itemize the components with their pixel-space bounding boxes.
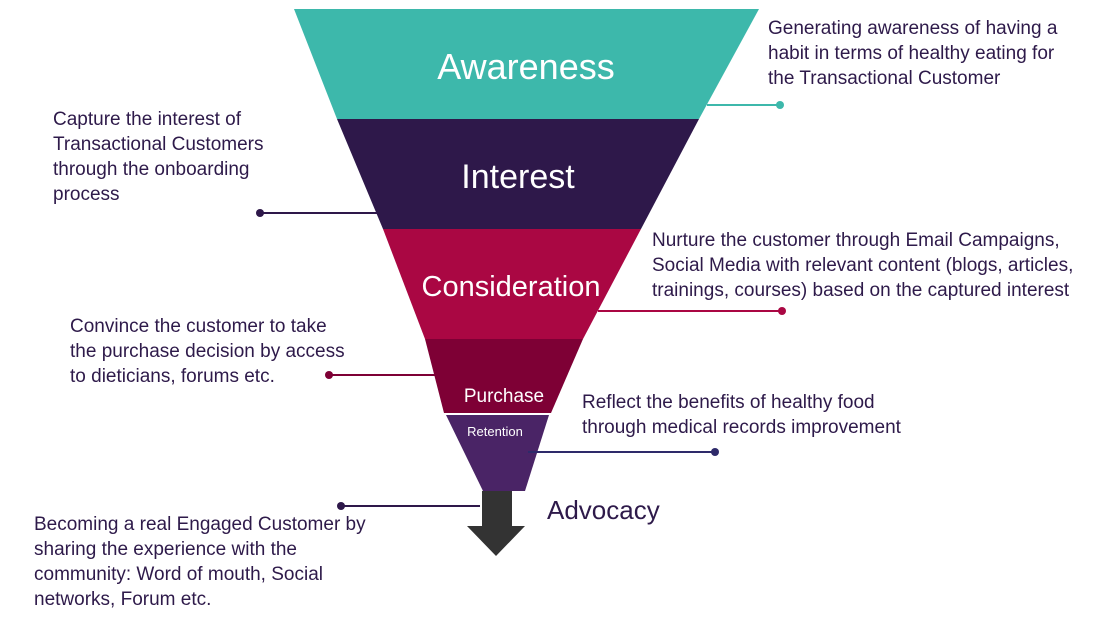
note-line: process <box>53 184 120 205</box>
note-line: Reflect the benefits of healthy food <box>582 392 875 413</box>
consideration-segment <box>383 229 641 339</box>
stage-label-purchase: Purchase <box>464 386 544 407</box>
note-advocacy: Becoming a real Engaged Customer by shar… <box>34 512 366 612</box>
note-interest: Capture the interest of Transactional Cu… <box>53 107 263 207</box>
connector-purchase <box>325 371 443 379</box>
note-line: Nurture the customer through Email Campa… <box>652 230 1060 251</box>
note-awareness: Generating awareness of having a habit i… <box>768 16 1057 91</box>
interest-segment <box>337 119 699 229</box>
purchase-segment <box>425 339 583 413</box>
note-line: Transactional Customers <box>53 134 264 155</box>
note-line: sharing the experience with the <box>34 539 297 560</box>
note-line: Capture the interest of <box>53 109 241 130</box>
stage-label-consideration: Consideration <box>422 271 601 303</box>
note-line: the purchase decision by access <box>70 341 345 362</box>
stage-label-retention: Retention <box>467 424 523 439</box>
note-line: networks, Forum etc. <box>34 589 212 610</box>
connector-interest <box>256 209 385 217</box>
connector-advocacy <box>337 502 480 510</box>
connector-consideration <box>598 307 786 315</box>
advocacy-arrow <box>467 491 525 556</box>
note-consideration: Nurture the customer through Email Campa… <box>652 228 1073 303</box>
note-line: Convince the customer to take <box>70 316 327 337</box>
connector-retention <box>528 448 719 456</box>
note-line: trainings, courses) based on the capture… <box>652 280 1070 301</box>
note-line: the Transactional Customer <box>768 68 1001 89</box>
stage-label-interest: Interest <box>461 158 575 196</box>
stage-label-awareness: Awareness <box>437 46 614 87</box>
note-line: Becoming a real Engaged Customer by <box>34 514 366 535</box>
advocacy-label: Advocacy <box>547 495 660 525</box>
note-purchase: Convince the customer to take the purcha… <box>70 314 345 389</box>
note-line: habit in terms of healthy eating for <box>768 43 1055 64</box>
note-line: community: Word of mouth, Social <box>34 564 323 585</box>
retention-segment <box>446 415 549 491</box>
note-line: Social Media with relevant content (blog… <box>652 255 1074 276</box>
note-line: to dieticians, forums etc. <box>70 366 275 387</box>
connector-awareness <box>707 101 784 109</box>
note-line: through the onboarding <box>53 159 250 180</box>
note-retention: Reflect the benefits of healthy food thr… <box>582 390 901 440</box>
awareness-segment <box>294 9 759 119</box>
note-line: Generating awareness of having a <box>768 18 1058 39</box>
note-line: through medical records improvement <box>582 417 901 438</box>
